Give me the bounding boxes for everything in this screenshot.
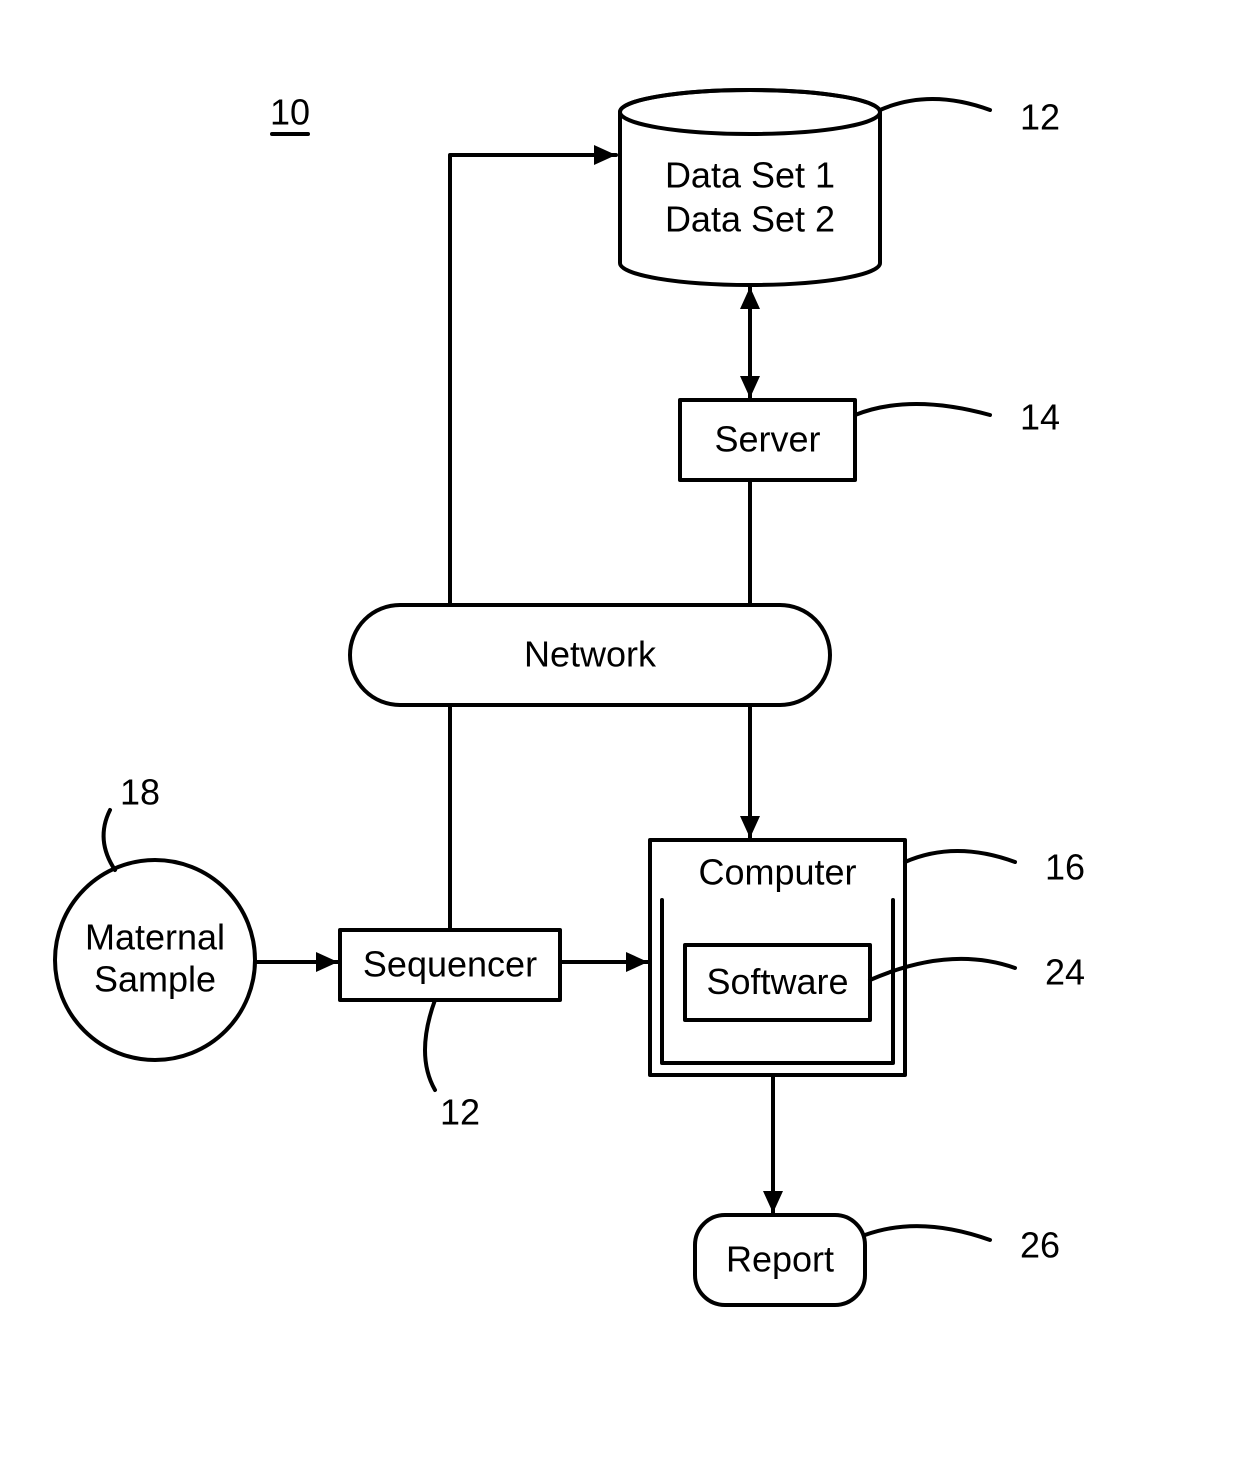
ref-16-leader [905, 851, 1015, 862]
computer-label: Computer [698, 852, 856, 893]
ref-26-label: 26 [1020, 1225, 1060, 1266]
ref-18-leader [104, 810, 115, 870]
software-label: Software [706, 961, 848, 1002]
sequencer-to-database [450, 155, 616, 930]
ref-14-leader [855, 404, 990, 415]
ref-24-label: 24 [1045, 952, 1085, 993]
ref-26-leader [865, 1226, 990, 1240]
ref-12-seq-leader [425, 1000, 435, 1090]
network-label: Network [524, 634, 657, 675]
database-line-1: Data Set 2 [665, 199, 835, 240]
arrowhead [316, 952, 338, 972]
ref-16-label: 16 [1045, 847, 1085, 888]
ref-14-label: 14 [1020, 397, 1060, 438]
arrowhead [740, 816, 760, 838]
maternal-line-1: Sample [94, 959, 216, 1000]
maternal-line-0: Maternal [85, 917, 225, 958]
arrowhead [594, 145, 616, 165]
server-label: Server [714, 419, 820, 460]
sequencer-label: Sequencer [363, 944, 537, 985]
ref-12-db-label: 12 [1020, 97, 1060, 138]
arrowhead [740, 376, 760, 398]
arrowhead [740, 287, 760, 309]
figure-number: 10 [270, 92, 310, 133]
ref-12-db-leader [880, 99, 990, 110]
ref-18-label: 18 [120, 772, 160, 813]
database-line-0: Data Set 1 [665, 155, 835, 196]
arrowhead [626, 952, 648, 972]
ref-12-seq-label: 12 [440, 1092, 480, 1133]
arrowhead [763, 1191, 783, 1213]
report-label: Report [726, 1239, 834, 1280]
